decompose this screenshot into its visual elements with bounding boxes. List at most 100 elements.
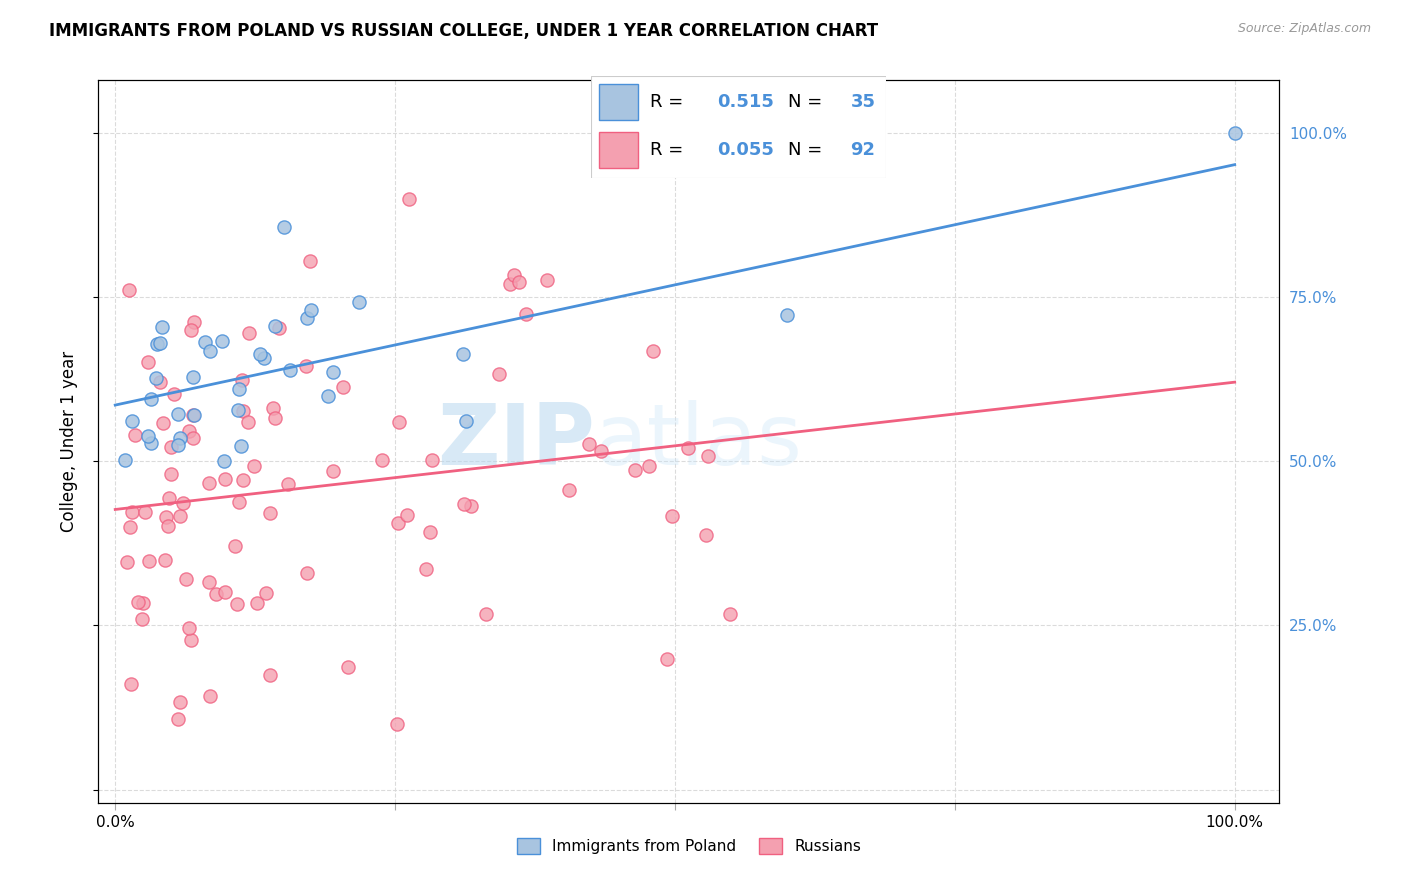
Point [294,359,316,374]
Point [114,452,136,467]
Point [295,310,318,325]
Text: N =: N = [789,141,828,159]
Point [169,431,191,445]
Point [121,506,143,520]
Point [388,415,411,429]
Text: 35: 35 [851,93,876,111]
Point [198,575,221,590]
Point [120,677,142,691]
Point [228,382,250,396]
Point [152,320,174,334]
Point [253,351,276,366]
Point [214,472,236,486]
Point [316,389,339,403]
Point [172,495,194,509]
Y-axis label: College, Under 1 year: College, Under 1 year [59,351,77,533]
Point [269,321,291,335]
Point [155,509,177,524]
Text: Source: ZipAtlas.com: Source: ZipAtlas.com [1237,22,1371,36]
Point [259,506,281,520]
Bar [599,132,638,168]
Point [231,373,253,387]
Point [332,380,354,394]
Point [418,524,440,539]
Point [515,307,537,321]
Point [718,607,741,621]
Point [299,302,322,317]
Bar [599,84,638,120]
Point [499,277,522,292]
Point [132,596,155,610]
Point [181,431,204,445]
Point [695,527,717,541]
Text: N =: N = [789,93,828,111]
Point [160,467,183,481]
Point [167,438,190,452]
Point [456,414,478,428]
Point [420,453,443,467]
Point [232,473,254,487]
Text: R =: R = [650,141,689,159]
Point [295,566,318,580]
Point [169,508,191,523]
Text: 0.055: 0.055 [717,141,775,159]
Point [120,519,142,533]
Point [415,562,437,576]
Point [145,371,167,385]
Point [152,416,174,430]
Text: atlas: atlas [595,400,803,483]
Point [396,508,419,522]
Point [236,415,259,429]
Point [167,712,190,726]
Point [115,555,138,569]
Point [194,335,217,350]
Point [226,403,249,417]
Point [232,404,254,418]
Point [262,401,284,415]
Point [263,411,285,425]
Point [181,370,204,384]
Point [136,429,159,443]
Text: IMMIGRANTS FROM POLAND VS RUSSIAN COLLEGE, UNDER 1 YEAR CORRELATION CHART: IMMIGRANTS FROM POLAND VS RUSSIAN COLLEG… [49,22,879,40]
Point [124,427,146,442]
Point [138,553,160,567]
Point [776,309,799,323]
Point [238,326,260,340]
Text: 0.515: 0.515 [717,93,775,111]
Point [322,365,344,379]
Point [211,334,233,348]
Point [136,354,159,368]
Point [661,509,683,524]
Point [641,344,664,359]
Point [578,436,600,450]
Point [229,440,252,454]
Point [212,454,235,468]
Point [347,295,370,310]
Point [697,450,720,464]
Point [263,318,285,333]
Text: ZIP: ZIP [437,400,595,483]
Point [243,459,266,474]
Point [277,477,299,491]
Point [336,660,359,674]
Point [157,491,180,505]
Point [655,652,678,666]
Point [153,553,176,567]
Point [298,253,321,268]
Point [141,392,163,406]
Point [169,695,191,709]
Point [228,495,250,509]
Point [197,476,219,491]
Point [676,441,699,455]
Point [502,268,524,283]
Point [141,436,163,450]
Point [225,597,247,611]
Point [280,362,302,376]
Point [1223,126,1246,140]
Point [322,464,344,478]
Point [134,504,156,518]
Point [453,497,475,511]
Point [121,414,143,428]
Point [180,632,202,647]
Point [131,612,153,626]
